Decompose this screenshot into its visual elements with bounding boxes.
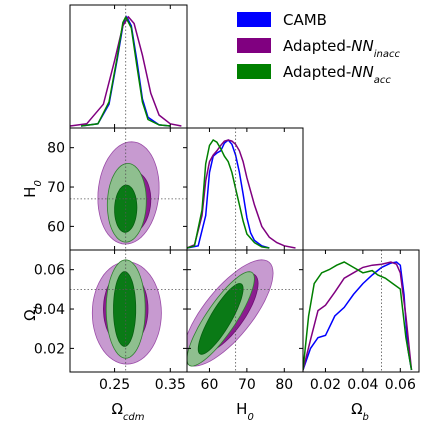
marginal-line-omega_cdm-2 <box>81 15 171 127</box>
panel-H0-omega_b: 60 70 80 <box>186 249 304 393</box>
panel-omega_cdm-H0: 60 70 80 <box>47 127 188 251</box>
panel-omega_b-omega_b: 0.02 0.04 0.06 <box>302 249 420 393</box>
x-axis-label-omega_cdm: Ωcdm <box>111 400 144 423</box>
y-tick-label-omega_b: 0.04 <box>34 302 65 318</box>
x-tick-label-H0: 80 <box>275 377 293 393</box>
marginal-line-omega_b-2 <box>303 261 413 371</box>
legend-swatch-0 <box>237 12 271 27</box>
panel-omega_cdm-omega_cdm <box>69 4 188 129</box>
y-tick-label-omega_b: 0.06 <box>34 263 65 279</box>
y-tick-label-omega_b: 0.02 <box>34 341 65 357</box>
x-tick-label-H0: 70 <box>238 377 256 393</box>
legend-label-2: Adapted-NNacc <box>283 63 391 86</box>
panel-frame <box>302 249 420 373</box>
legend: CAMB Adapted-NNinacc Adapted-NNacc <box>237 11 400 86</box>
x-tick-label-H0: 60 <box>201 377 219 393</box>
x-tick-label-omega_b: 0.06 <box>385 377 416 393</box>
marginal-line-omega_b-0 <box>303 261 413 371</box>
x-tick-label-omega_b: 0.02 <box>310 377 341 393</box>
panel-omega_cdm-omega_b: 0.25 0.35 0.02 0.04 0.06 <box>34 249 188 393</box>
marginal-line-H0-2 <box>187 138 270 249</box>
y-axis-label-H0: H0 <box>21 180 44 198</box>
marginal-line-omega_cdm-1 <box>70 15 182 127</box>
y-tick-label-H0: 80 <box>47 141 65 157</box>
y-tick-label-H0: 60 <box>47 219 65 235</box>
legend-label-1: Adapted-NNinacc <box>283 37 400 60</box>
marginal-line-H0-0 <box>187 138 270 249</box>
x-tick-label-omega_cdm: 0.25 <box>99 377 130 393</box>
panels-layer: 60 70 80 0.25 0.35 0.02 0.04 0.06 60 70 80 0.02 0.04… <box>21 4 420 423</box>
x-tick-label-omega_b: 0.04 <box>347 377 378 393</box>
marginal-line-H0-1 <box>187 139 296 249</box>
panel-H0-H0 <box>186 127 304 251</box>
marginal-line-omega_b-1 <box>303 261 413 371</box>
contour-omega_b_vs_omega_cdm-3 <box>113 271 137 347</box>
legend-label-0: CAMB <box>283 11 327 29</box>
legend-swatch-1 <box>237 38 271 53</box>
x-tick-label-omega_cdm: 0.35 <box>155 377 186 393</box>
contour-omega_b_vs_H0-3 <box>197 283 244 355</box>
marginal-line-omega_cdm-0 <box>81 15 171 127</box>
x-axis-label-omega_b: Ωb <box>351 400 369 423</box>
y-tick-label-H0: 70 <box>47 180 65 196</box>
x-axis-label-H0: H0 <box>236 400 254 423</box>
legend-swatch-2 <box>237 64 271 79</box>
